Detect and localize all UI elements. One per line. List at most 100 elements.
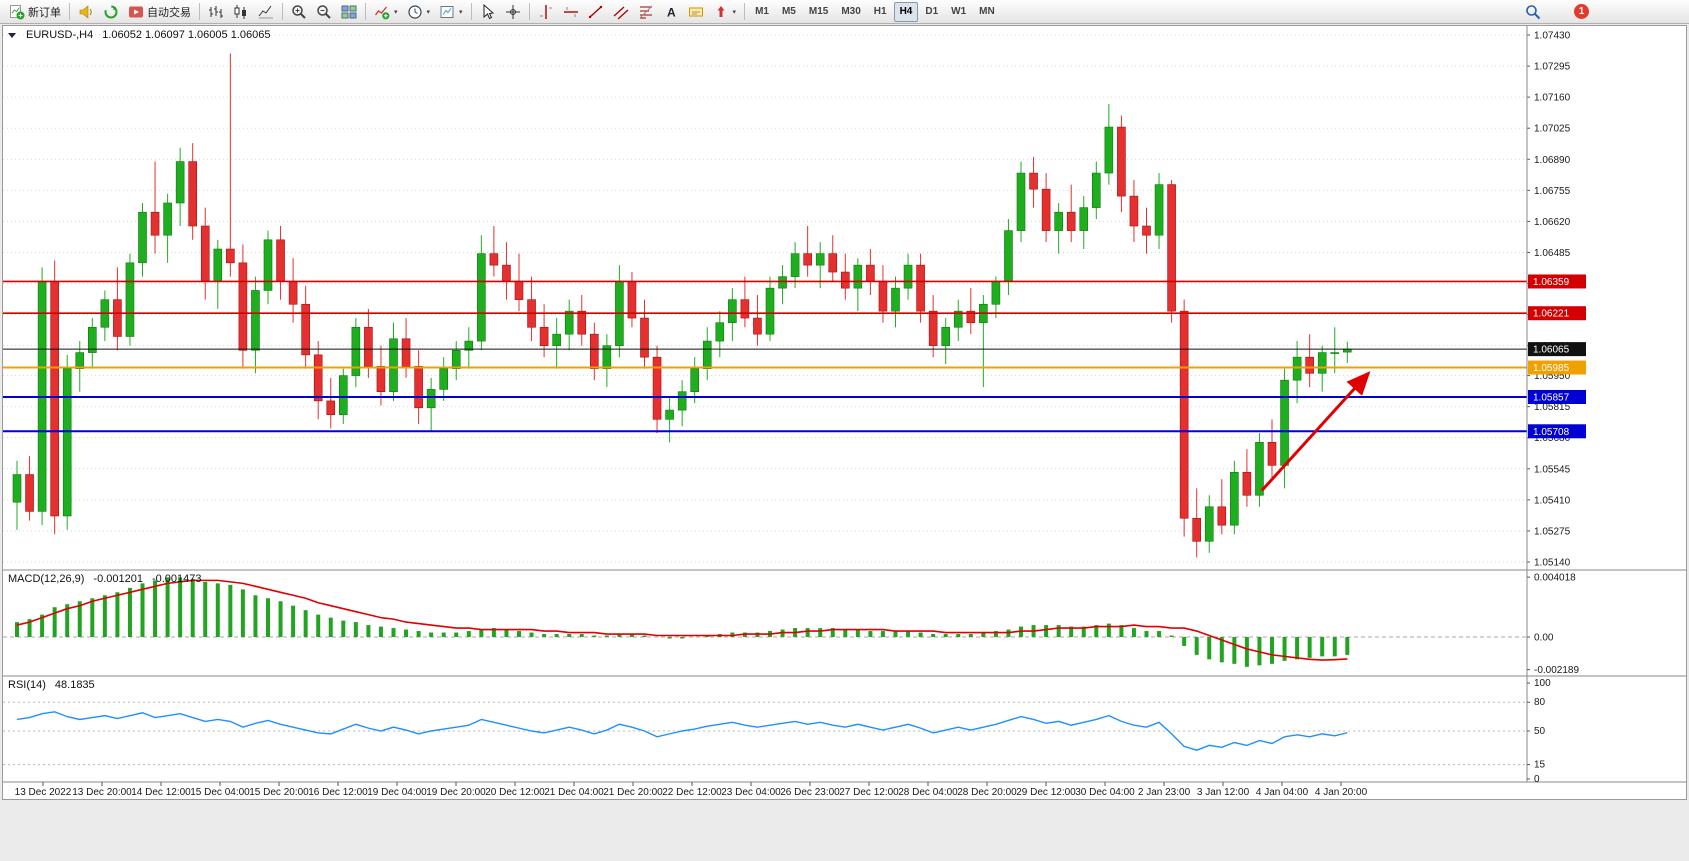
- svg-text:28 Dec 04:00: 28 Dec 04:00: [898, 787, 958, 798]
- indicators-icon: [374, 6, 390, 19]
- svg-text:1.05410: 1.05410: [1534, 495, 1571, 506]
- svg-text:0: 0: [1534, 774, 1540, 785]
- notification-badge[interactable]: 1: [1574, 4, 1589, 19]
- auto-trading-button[interactable]: 自动交易: [124, 0, 195, 23]
- svg-text:14 Dec 12:00: 14 Dec 12:00: [131, 787, 191, 798]
- svg-text:0.004018: 0.004018: [1534, 573, 1576, 584]
- svg-text:2 Jan 23:00: 2 Jan 23:00: [1138, 787, 1191, 798]
- timeframe-m30-button[interactable]: M30: [841, 6, 861, 17]
- svg-text:16 Dec 12:00: 16 Dec 12:00: [308, 787, 368, 798]
- trend-arrow[interactable]: [1260, 371, 1371, 492]
- chevron-down-icon[interactable]: ▾: [394, 8, 398, 16]
- bar-chart-button[interactable]: [204, 0, 228, 23]
- tile-windows-icon: [341, 5, 357, 18]
- timeframe-m1-button[interactable]: M1: [755, 6, 769, 17]
- zoom-in-icon: [292, 4, 306, 19]
- svg-text:1.05545: 1.05545: [1534, 464, 1571, 475]
- svg-text:80: 80: [1534, 697, 1546, 708]
- text-button[interactable]: A: [659, 0, 683, 23]
- new-order-button-label: 新订单: [28, 6, 61, 19]
- svg-text:26 Dec 23:00: 26 Dec 23:00: [780, 787, 840, 798]
- zoom-out-icon: [317, 4, 331, 19]
- svg-text:28 Dec 20:00: 28 Dec 20:00: [957, 787, 1017, 798]
- horizontal-line-button[interactable]: [559, 0, 583, 23]
- svg-text:1.06890: 1.06890: [1534, 155, 1571, 166]
- timeframe-h1-button[interactable]: H1: [873, 6, 887, 17]
- price-axis: 1.07430 1.07295 1.07160 1.07025 1.06890 1.067…: [1527, 31, 1571, 569]
- hline-icon: [563, 6, 578, 17]
- tile-windows-button[interactable]: [337, 0, 361, 23]
- horn-icon: [79, 4, 92, 19]
- svg-text:29 Dec 12:00: 29 Dec 12:00: [1016, 787, 1076, 798]
- svg-text:A: A: [667, 5, 676, 19]
- svg-text:15 Dec 04:00: 15 Dec 04:00: [190, 787, 250, 798]
- svg-text:1.07160: 1.07160: [1534, 93, 1571, 104]
- vertical-line-button[interactable]: [534, 0, 558, 23]
- svg-text:1.06755: 1.06755: [1534, 186, 1571, 197]
- svg-text:1.06221: 1.06221: [1533, 309, 1570, 320]
- timeframe-w1-button[interactable]: W1: [951, 6, 967, 17]
- toolbar-separator: [365, 3, 366, 20]
- timeframe-m5-button[interactable]: M5: [781, 6, 796, 17]
- chart-window[interactable]: 1.07430 1.07295 1.07160 1.07025 1.06890 1.067…: [2, 25, 1687, 800]
- svg-text:100: 100: [1534, 678, 1551, 689]
- toolbar-separator: [528, 3, 530, 20]
- chart-canvas[interactable]: 1.07430 1.07295 1.07160 1.07025 1.06890 1.067…: [3, 26, 1686, 799]
- trendline-button[interactable]: [584, 0, 608, 23]
- chevron-down-icon[interactable]: ▾: [426, 8, 431, 16]
- quotes-button[interactable]: [99, 0, 123, 23]
- new-order-button[interactable]: 新订单: [5, 0, 65, 23]
- svg-text:50: 50: [1534, 726, 1546, 737]
- cursor-icon: [483, 3, 494, 19]
- text-icon: A: [667, 5, 676, 19]
- templates-icon: [440, 5, 454, 18]
- arrows-tool-icon: [717, 5, 725, 17]
- horizontal-level-lines[interactable]: [3, 280, 1527, 433]
- timeframe-mn-button[interactable]: MN: [979, 6, 995, 17]
- svg-text:3 Jan 12:00: 3 Jan 12:00: [1197, 787, 1250, 798]
- periods-button[interactable]: ▾: [403, 0, 435, 23]
- candle-chart-button[interactable]: [229, 0, 253, 23]
- text-label-button[interactable]: [684, 0, 708, 23]
- equidistant-channel-button[interactable]: [609, 0, 633, 23]
- svg-text:1.05985: 1.05985: [1533, 363, 1570, 374]
- price-grid: [3, 34, 1527, 563]
- svg-text:15: 15: [1534, 760, 1546, 771]
- svg-text:1.05140: 1.05140: [1534, 558, 1571, 569]
- cursor-button[interactable]: [476, 0, 500, 23]
- fibonacci-button[interactable]: [634, 0, 658, 23]
- timeframe-d1-button[interactable]: D1: [925, 6, 939, 17]
- svg-text:30 Dec 04:00: 30 Dec 04:00: [1075, 787, 1135, 798]
- timeframe-m15-button[interactable]: M15: [808, 6, 829, 17]
- indicators-button[interactable]: ▾: [370, 0, 402, 23]
- label-icon: [688, 7, 703, 16]
- chevron-down-icon[interactable]: ▾: [459, 8, 463, 16]
- line-chart-button[interactable]: [254, 0, 278, 23]
- timeframe-h4-button[interactable]: H4: [893, 1, 919, 22]
- zoom-out-button[interactable]: [312, 0, 336, 23]
- toolbar-separator: [744, 3, 746, 20]
- toolbar: 新订单 自动交易 ▾ ▾ ▾ A ▾ M1 M5 M15 M30 H1 H4 D1 W1 MN 1: [0, 0, 1689, 24]
- svg-text:1.05857: 1.05857: [1533, 392, 1570, 403]
- svg-text:21 Dec 04:00: 21 Dec 04:00: [544, 787, 604, 798]
- alerts-button[interactable]: [74, 0, 98, 23]
- svg-text:1.05708: 1.05708: [1533, 427, 1570, 438]
- crosshair-icon: [505, 4, 520, 19]
- crosshair-button[interactable]: [501, 0, 525, 23]
- svg-text:22 Dec 12:00: 22 Dec 12:00: [662, 787, 722, 798]
- svg-text:1.06359: 1.06359: [1533, 277, 1570, 288]
- search-button[interactable]: [1521, 0, 1545, 23]
- chevron-down-icon[interactable]: ▾: [732, 8, 737, 16]
- svg-text:1.05815: 1.05815: [1534, 402, 1571, 413]
- zoom-in-button[interactable]: [287, 0, 311, 23]
- arrows-button[interactable]: ▾: [709, 0, 741, 23]
- svg-text:1.06485: 1.06485: [1534, 248, 1571, 259]
- periods-icon: [407, 4, 422, 19]
- svg-text:4 Jan 04:00: 4 Jan 04:00: [1256, 787, 1309, 798]
- rsi-panel: 100 80 50 15 0: [3, 678, 1551, 785]
- auto-trading-icon: [129, 6, 143, 17]
- svg-text:1.06065: 1.06065: [1533, 345, 1570, 356]
- templates-button[interactable]: ▾: [435, 0, 467, 23]
- candles-icon: [234, 4, 246, 19]
- toolbar-separator: [69, 3, 70, 20]
